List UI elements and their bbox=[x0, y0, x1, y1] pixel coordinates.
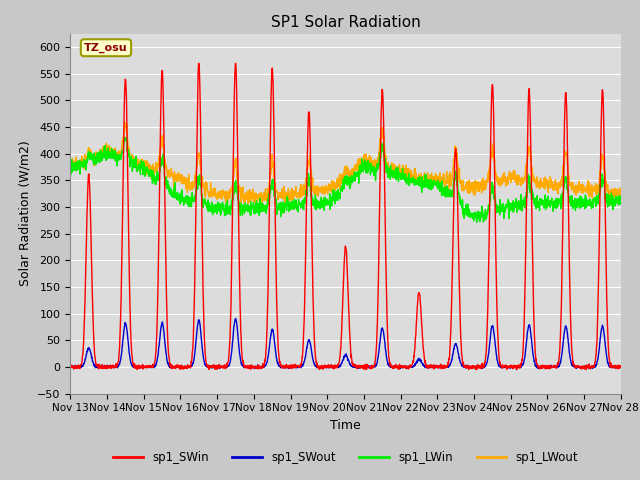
sp1_SWout bbox=[586, 366, 594, 372]
sp1_LWin bbox=[584, 200, 592, 206]
sp1_LWout bbox=[220, 188, 228, 194]
sp1_LWin bbox=[67, 163, 74, 169]
sp1_LWout bbox=[569, 186, 577, 192]
sp1_LWout bbox=[506, 175, 514, 181]
sp1_LWout bbox=[67, 162, 74, 168]
sp1_SWin bbox=[133, 367, 141, 372]
sp1_SWout bbox=[584, 364, 591, 370]
sp1_LWin bbox=[506, 204, 514, 210]
sp1_LWin bbox=[617, 199, 625, 205]
Title: SP1 Solar Radiation: SP1 Solar Radiation bbox=[271, 15, 420, 30]
sp1_LWout bbox=[617, 188, 625, 193]
Y-axis label: Solar Radiation (W/m2): Solar Radiation (W/m2) bbox=[19, 141, 32, 287]
Text: TZ_osu: TZ_osu bbox=[84, 43, 128, 53]
sp1_SWout bbox=[220, 363, 228, 369]
sp1_SWout bbox=[362, 363, 369, 369]
sp1_SWin bbox=[569, 356, 577, 361]
sp1_LWout bbox=[121, 120, 129, 125]
sp1_SWout bbox=[617, 364, 625, 370]
sp1_SWin bbox=[617, 363, 625, 369]
Line: sp1_LWin: sp1_LWin bbox=[70, 138, 621, 222]
sp1_SWin bbox=[584, 363, 592, 369]
Line: sp1_LWout: sp1_LWout bbox=[70, 122, 621, 204]
Line: sp1_SWout: sp1_SWout bbox=[70, 318, 621, 369]
Line: sp1_SWin: sp1_SWin bbox=[70, 63, 621, 370]
sp1_SWin bbox=[374, 303, 381, 309]
sp1_LWin bbox=[374, 162, 381, 168]
sp1_LWin bbox=[220, 208, 228, 214]
sp1_SWout bbox=[506, 364, 513, 370]
sp1_LWin bbox=[473, 219, 481, 225]
sp1_LWin bbox=[362, 159, 369, 165]
X-axis label: Time: Time bbox=[330, 419, 361, 432]
sp1_SWin bbox=[506, 365, 514, 371]
sp1_SWout bbox=[374, 356, 381, 361]
sp1_SWin bbox=[221, 363, 228, 369]
sp1_LWin bbox=[121, 135, 129, 141]
sp1_SWout bbox=[232, 315, 239, 321]
sp1_LWout bbox=[374, 155, 381, 160]
sp1_LWin bbox=[569, 206, 577, 212]
Legend: sp1_SWin, sp1_SWout, sp1_LWin, sp1_LWout: sp1_SWin, sp1_SWout, sp1_LWin, sp1_LWout bbox=[108, 446, 583, 469]
sp1_SWin bbox=[67, 363, 74, 369]
sp1_LWout bbox=[244, 201, 252, 207]
sp1_LWout bbox=[584, 178, 592, 183]
sp1_LWout bbox=[362, 154, 370, 159]
sp1_SWin bbox=[362, 364, 370, 370]
sp1_SWout bbox=[67, 365, 74, 371]
sp1_SWin bbox=[195, 60, 202, 66]
sp1_SWout bbox=[568, 362, 576, 368]
